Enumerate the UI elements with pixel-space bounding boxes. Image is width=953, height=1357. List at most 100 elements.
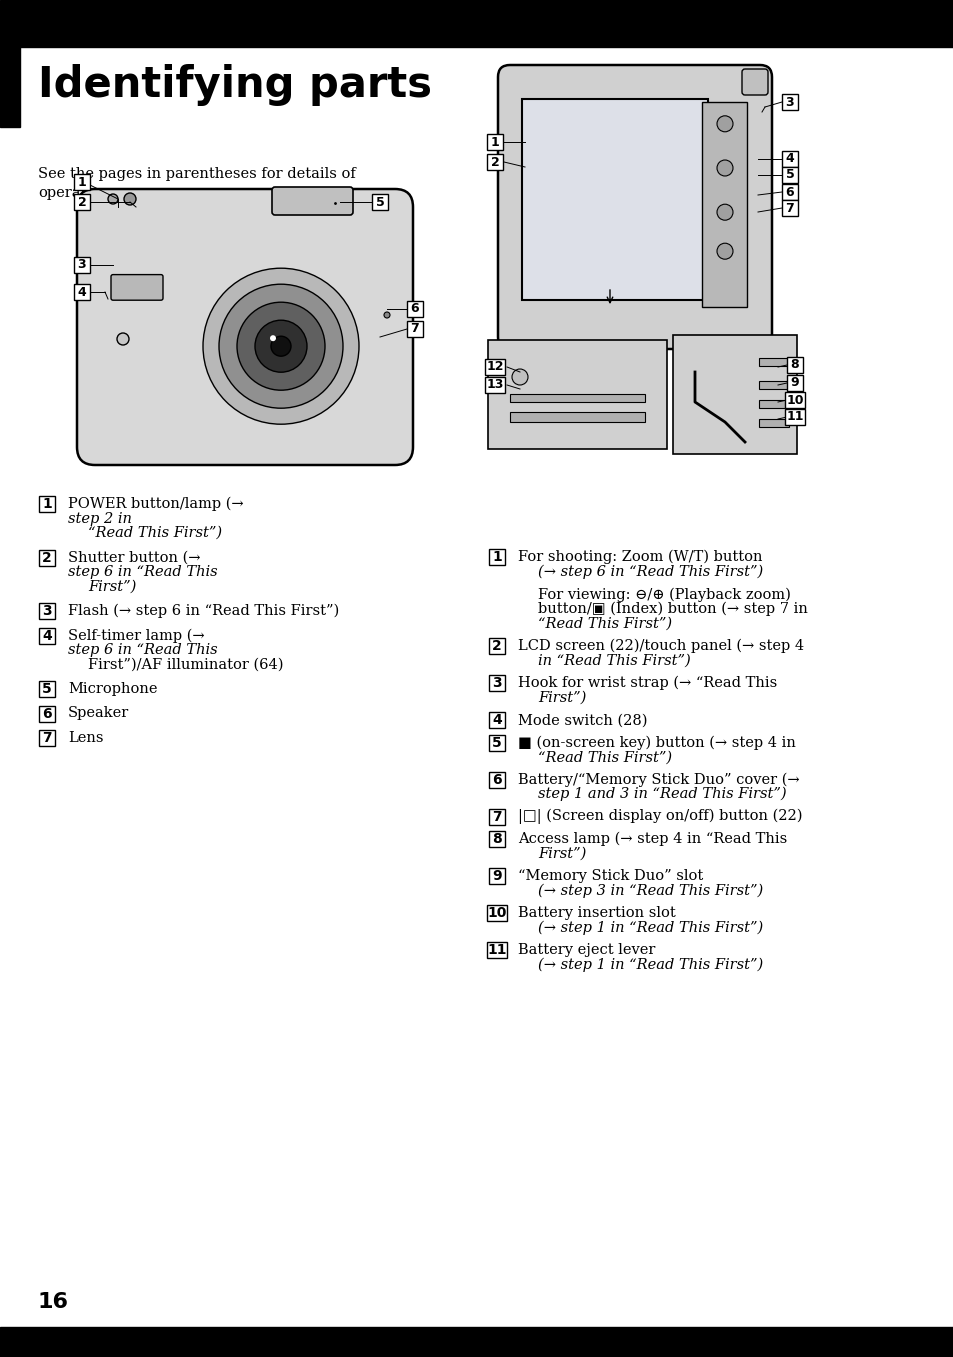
- FancyBboxPatch shape: [781, 151, 797, 167]
- FancyBboxPatch shape: [486, 905, 506, 921]
- Text: 6: 6: [42, 707, 51, 721]
- Text: (→ step 3 in “Read This First”): (→ step 3 in “Read This First”): [537, 883, 762, 898]
- FancyBboxPatch shape: [489, 809, 504, 825]
- Circle shape: [717, 204, 732, 220]
- Text: 2: 2: [490, 156, 498, 168]
- FancyBboxPatch shape: [486, 153, 502, 170]
- Bar: [759, 381, 788, 388]
- Text: Mode switch (28): Mode switch (28): [517, 714, 647, 727]
- Text: (→ step 1 in “Read This First”): (→ step 1 in “Read This First”): [537, 920, 762, 935]
- FancyBboxPatch shape: [486, 134, 502, 151]
- Text: 8: 8: [492, 832, 501, 847]
- Text: Shutter button (→: Shutter button (→: [68, 551, 205, 565]
- Circle shape: [254, 320, 307, 372]
- Text: 12: 12: [486, 361, 503, 373]
- Text: (→ step 1 in “Read This First”): (→ step 1 in “Read This First”): [537, 958, 762, 972]
- Text: 6: 6: [785, 186, 794, 198]
- Text: step 6 in “Read This: step 6 in “Read This: [68, 565, 217, 579]
- Circle shape: [124, 193, 136, 205]
- Text: “Read This First”): “Read This First”): [88, 527, 222, 540]
- Bar: [0, 1327, 953, 1357]
- Text: Speaker: Speaker: [68, 707, 129, 721]
- FancyBboxPatch shape: [672, 335, 796, 455]
- Text: 2: 2: [492, 639, 501, 653]
- FancyBboxPatch shape: [489, 868, 504, 885]
- Circle shape: [717, 160, 732, 176]
- Text: For shooting: Zoom (W/T) button: For shooting: Zoom (W/T) button: [517, 550, 761, 565]
- Bar: [759, 400, 788, 408]
- Text: 5: 5: [42, 683, 51, 696]
- Text: Microphone: Microphone: [68, 683, 157, 696]
- Text: 3: 3: [785, 95, 794, 109]
- Text: button/▣ (Index) button (→ step 7 in: button/▣ (Index) button (→ step 7 in: [537, 603, 807, 616]
- FancyBboxPatch shape: [786, 357, 802, 373]
- Circle shape: [271, 337, 291, 356]
- Text: 3: 3: [492, 676, 501, 691]
- Bar: [510, 413, 644, 422]
- Text: 9: 9: [790, 376, 799, 389]
- Text: 1: 1: [490, 136, 498, 148]
- Text: Flash (→ step 6 in “Read This First”): Flash (→ step 6 in “Read This First”): [68, 604, 339, 619]
- Text: Battery insertion slot: Battery insertion slot: [517, 906, 675, 920]
- Bar: [701, 102, 747, 307]
- FancyBboxPatch shape: [784, 408, 804, 425]
- Text: in “Read This First”): in “Read This First”): [537, 654, 690, 668]
- Text: 11: 11: [785, 411, 803, 423]
- Circle shape: [384, 312, 390, 318]
- FancyBboxPatch shape: [407, 301, 422, 318]
- Text: Hook for wrist strap (→ “Read This: Hook for wrist strap (→ “Read This: [517, 676, 777, 691]
- Text: Identifying parts: Identifying parts: [38, 64, 432, 106]
- FancyBboxPatch shape: [489, 712, 504, 729]
- FancyBboxPatch shape: [74, 256, 90, 273]
- FancyBboxPatch shape: [272, 187, 353, 214]
- Bar: [759, 419, 788, 426]
- Text: step 2 in: step 2 in: [68, 512, 132, 525]
- Bar: [510, 394, 644, 402]
- FancyBboxPatch shape: [486, 942, 506, 958]
- FancyBboxPatch shape: [489, 734, 504, 750]
- Text: 1: 1: [492, 550, 501, 565]
- Text: 7: 7: [42, 731, 51, 745]
- Text: POWER button/lamp (→: POWER button/lamp (→: [68, 497, 248, 512]
- Text: step 6 in “Read This: step 6 in “Read This: [68, 643, 217, 657]
- Circle shape: [236, 303, 325, 391]
- Text: 1: 1: [42, 497, 51, 512]
- Text: Lens: Lens: [68, 731, 103, 745]
- Bar: [0, 0, 953, 47]
- Text: For viewing: ⊖/⊕ (Playback zoom): For viewing: ⊖/⊕ (Playback zoom): [537, 588, 790, 603]
- FancyBboxPatch shape: [489, 676, 504, 691]
- FancyBboxPatch shape: [39, 603, 55, 619]
- Text: “Read This First”): “Read This First”): [537, 616, 672, 631]
- Text: 13: 13: [486, 379, 503, 392]
- FancyBboxPatch shape: [77, 189, 413, 465]
- Text: 16: 16: [38, 1292, 69, 1312]
- FancyBboxPatch shape: [484, 360, 504, 375]
- FancyBboxPatch shape: [497, 65, 771, 349]
- Text: 1: 1: [77, 175, 87, 189]
- Text: 10: 10: [785, 394, 803, 407]
- Circle shape: [717, 243, 732, 259]
- Text: 4: 4: [492, 714, 501, 727]
- Text: 4: 4: [42, 628, 51, 642]
- Text: ■ (on-screen key) button (→ step 4 in: ■ (on-screen key) button (→ step 4 in: [517, 735, 795, 750]
- Circle shape: [270, 335, 275, 341]
- FancyBboxPatch shape: [39, 497, 55, 512]
- Text: “Memory Stick Duo” slot: “Memory Stick Duo” slot: [517, 870, 702, 883]
- Text: 8: 8: [790, 358, 799, 372]
- Text: 2: 2: [42, 551, 51, 565]
- Bar: [759, 358, 788, 366]
- FancyBboxPatch shape: [521, 99, 707, 300]
- Text: 7: 7: [785, 201, 794, 214]
- Circle shape: [219, 284, 343, 408]
- Circle shape: [203, 269, 358, 425]
- FancyBboxPatch shape: [489, 772, 504, 787]
- FancyBboxPatch shape: [781, 185, 797, 199]
- Text: Battery eject lever: Battery eject lever: [517, 943, 655, 957]
- Text: First”): First”): [537, 847, 586, 860]
- FancyBboxPatch shape: [489, 638, 504, 654]
- FancyBboxPatch shape: [39, 681, 55, 697]
- Text: 3: 3: [42, 604, 51, 617]
- Text: First”): First”): [537, 691, 586, 704]
- Text: Access lamp (→ step 4 in “Read This: Access lamp (→ step 4 in “Read This: [517, 832, 786, 847]
- Bar: [0, 47, 20, 128]
